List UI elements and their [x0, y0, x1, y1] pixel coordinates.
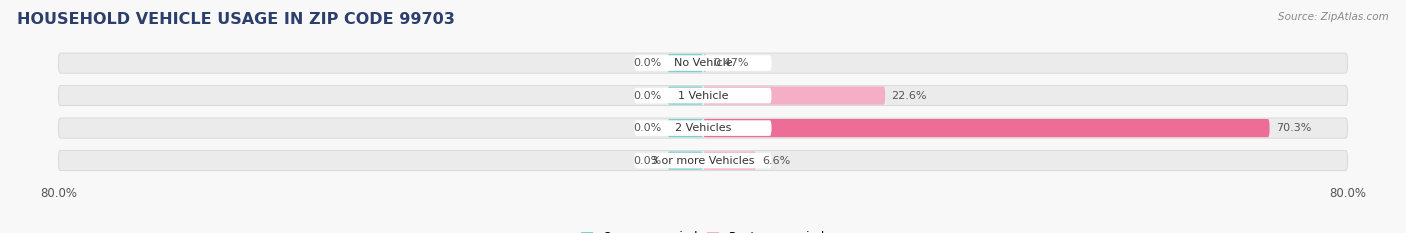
Text: 0.0%: 0.0% — [633, 91, 661, 101]
FancyBboxPatch shape — [703, 119, 1270, 137]
FancyBboxPatch shape — [703, 54, 707, 72]
Legend: Owner-occupied, Renter-occupied: Owner-occupied, Renter-occupied — [576, 226, 830, 233]
FancyBboxPatch shape — [58, 118, 1348, 138]
FancyBboxPatch shape — [668, 54, 703, 72]
Text: HOUSEHOLD VEHICLE USAGE IN ZIP CODE 99703: HOUSEHOLD VEHICLE USAGE IN ZIP CODE 9970… — [17, 12, 454, 27]
FancyBboxPatch shape — [703, 151, 756, 170]
Text: No Vehicle: No Vehicle — [673, 58, 733, 68]
FancyBboxPatch shape — [634, 153, 772, 168]
FancyBboxPatch shape — [58, 86, 1348, 106]
Text: 6.6%: 6.6% — [762, 156, 792, 166]
FancyBboxPatch shape — [703, 86, 886, 105]
FancyBboxPatch shape — [58, 53, 1348, 73]
FancyBboxPatch shape — [634, 120, 772, 136]
Text: 70.3%: 70.3% — [1277, 123, 1312, 133]
Text: 22.6%: 22.6% — [891, 91, 927, 101]
FancyBboxPatch shape — [668, 119, 703, 137]
FancyBboxPatch shape — [668, 151, 703, 170]
Text: 3 or more Vehicles: 3 or more Vehicles — [651, 156, 755, 166]
Text: 0.47%: 0.47% — [713, 58, 749, 68]
Text: 1 Vehicle: 1 Vehicle — [678, 91, 728, 101]
FancyBboxPatch shape — [634, 55, 772, 71]
FancyBboxPatch shape — [668, 86, 703, 105]
FancyBboxPatch shape — [634, 88, 772, 103]
Text: 0.0%: 0.0% — [633, 123, 661, 133]
Text: 2 Vehicles: 2 Vehicles — [675, 123, 731, 133]
Text: 0.0%: 0.0% — [633, 156, 661, 166]
Text: Source: ZipAtlas.com: Source: ZipAtlas.com — [1278, 12, 1389, 22]
FancyBboxPatch shape — [58, 151, 1348, 171]
Text: 0.0%: 0.0% — [633, 58, 661, 68]
